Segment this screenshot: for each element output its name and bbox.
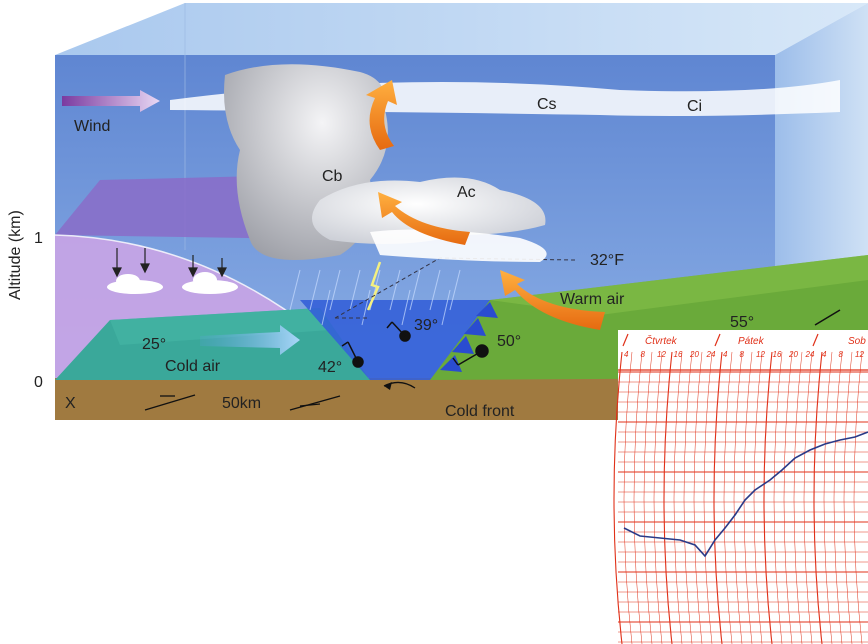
- axis-label: Altitude (km): [7, 210, 24, 300]
- recorder-hour-tick: 8: [740, 350, 745, 359]
- temp-55: 55°: [730, 314, 754, 331]
- recorder-hour-tick: 8: [641, 350, 646, 359]
- front-wedge: [300, 300, 500, 380]
- recorder-grid: [613, 333, 868, 644]
- recorder-day-3: Sob: [848, 336, 866, 347]
- recorder-hour-tick: 4: [624, 350, 629, 359]
- freezing-label: 32°F: [590, 252, 624, 269]
- recorder-hour-tick: 12: [756, 350, 765, 359]
- temp-25: 25°: [142, 336, 166, 353]
- axis-tick-1: 1: [34, 230, 43, 247]
- recorder-hour-ticks: 4 8 12 16 20 24 4 8 12 16 20 24 4 8 12: [624, 350, 864, 359]
- warm-air-label: Warm air: [560, 291, 625, 308]
- recorder-hour-tick: 4: [723, 350, 728, 359]
- x-marker: X: [65, 395, 76, 412]
- station-model: [341, 321, 489, 368]
- cold-air-label: Cold air: [165, 358, 221, 375]
- rising-arrow-mid: [378, 192, 470, 245]
- recorder-hour-tick: 20: [788, 350, 798, 359]
- recorder-hour-tick: 12: [855, 350, 864, 359]
- recorder-hour-tick: 4: [822, 350, 827, 359]
- recorder-hour-tick: 16: [674, 350, 683, 359]
- scale-label: 50km: [222, 395, 261, 412]
- box-top: [55, 3, 868, 55]
- sinking-air-arrows: [112, 248, 227, 278]
- recorder-hour-tick: 12: [657, 350, 666, 359]
- ac-label: Ac: [457, 184, 476, 201]
- recorder-chart: Čtvrtek Pátek Sob 4 8 12 16 20 24 4 8 12 16 20 24 4 8…: [613, 330, 868, 644]
- recorder-hour-tick: 8: [839, 350, 844, 359]
- recorder-hour-tick: 20: [689, 350, 699, 359]
- rising-arrow-top: [366, 80, 397, 150]
- cs-label: Cs: [537, 96, 557, 113]
- wind-arrow: [62, 90, 160, 112]
- recorder-hour-tick: 24: [805, 350, 815, 359]
- recorder-hour-tick: 16: [773, 350, 782, 359]
- cb-label: Cb: [322, 168, 343, 185]
- cold-front-symbol: [440, 302, 498, 372]
- temp-50: 50°: [497, 333, 521, 350]
- recorder-day-1: Čtvrtek: [645, 334, 678, 347]
- temp-39: 39°: [414, 317, 438, 334]
- altocumulus-cloud: [312, 177, 546, 244]
- ci-label: Ci: [687, 98, 702, 115]
- temp-42: 42°: [318, 359, 342, 376]
- cold-air-arrow: [200, 325, 300, 355]
- rain: [289, 269, 461, 326]
- lightning: [366, 261, 382, 311]
- rising-arrow-warm: [500, 270, 605, 330]
- recorder-hour-tick: 24: [706, 350, 716, 359]
- wind-label: Wind: [74, 118, 110, 135]
- recorder-day-2: Pátek: [738, 336, 765, 347]
- recorder-trace: [623, 431, 868, 558]
- axis-tick-0: 0: [34, 374, 43, 391]
- cold-front-label: Cold front: [445, 403, 515, 420]
